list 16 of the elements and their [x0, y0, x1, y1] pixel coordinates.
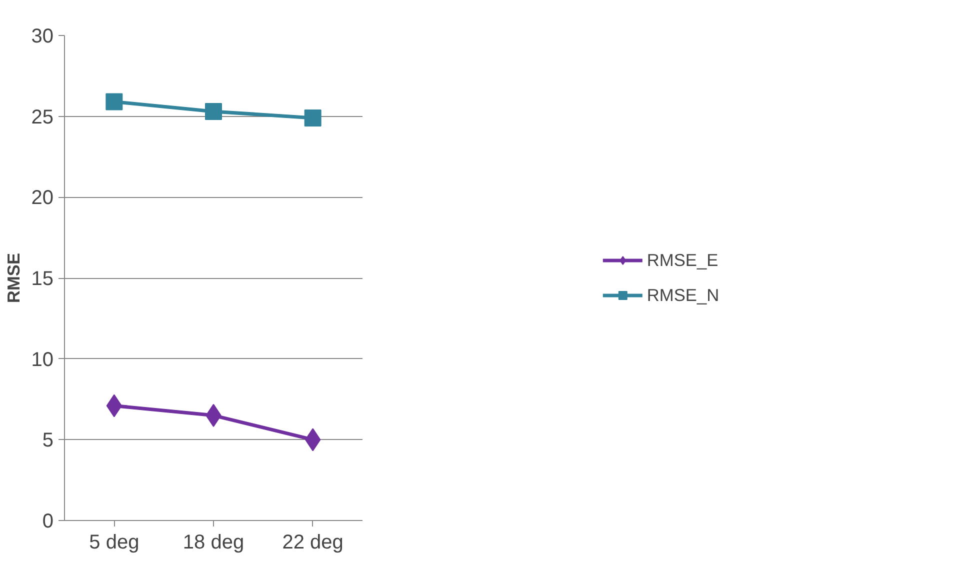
x-tick-label: 5 deg [89, 532, 140, 554]
y-tick-label: 30 [31, 26, 54, 48]
x-tick-label: 22 deg [282, 532, 344, 554]
point [106, 93, 123, 110]
y-tick-label: 20 [31, 187, 54, 210]
point [205, 102, 222, 120]
legend-label: RMSE_N [646, 284, 720, 306]
x-tick-label: 18 deg [182, 532, 244, 554]
y-axis-title: RMSE [3, 252, 24, 304]
y-tick-label: 10 [31, 348, 54, 371]
y-tick-label: 5 [42, 430, 54, 452]
legend-label: RMSE_E [646, 250, 718, 270]
y-tick-label: 15 [31, 268, 54, 290]
y-tick-label: 0 [42, 510, 54, 532]
y-tick-label: 25 [31, 106, 54, 128]
point [304, 109, 322, 126]
